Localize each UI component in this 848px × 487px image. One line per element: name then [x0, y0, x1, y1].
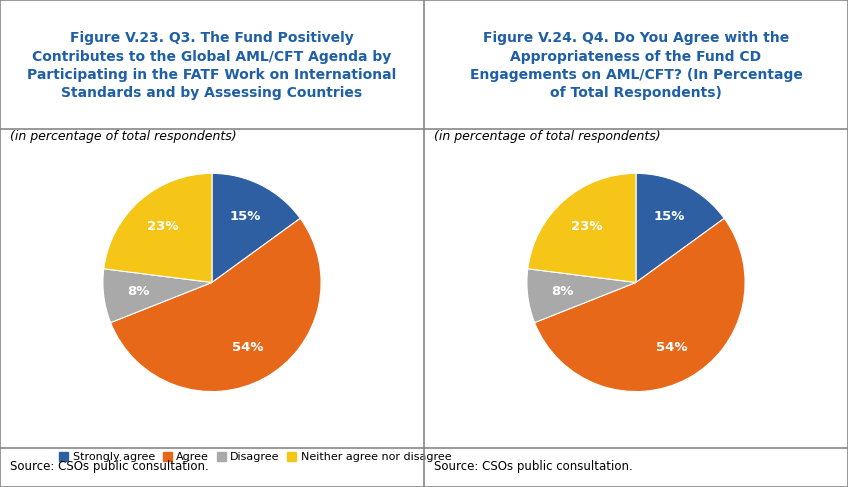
Text: Figure V.23. Q3. The Fund Positively
Contributes to the Global AML/CFT Agenda by: Figure V.23. Q3. The Fund Positively Con… — [27, 31, 397, 100]
Wedge shape — [527, 173, 636, 282]
Text: 54%: 54% — [656, 341, 688, 354]
Wedge shape — [110, 218, 321, 392]
Text: 15%: 15% — [654, 210, 685, 223]
Text: Source: CSOs public consultation.: Source: CSOs public consultation. — [10, 460, 209, 473]
Text: Figure V.24. Q4. Do You Agree with the
Appropriateness of the Fund CD
Engagement: Figure V.24. Q4. Do You Agree with the A… — [470, 31, 802, 100]
Wedge shape — [636, 173, 724, 282]
Wedge shape — [534, 218, 745, 392]
Text: 15%: 15% — [230, 210, 261, 223]
Text: (in percentage of total respondents): (in percentage of total respondents) — [434, 130, 661, 143]
Text: 54%: 54% — [232, 341, 264, 354]
Wedge shape — [103, 269, 212, 322]
Text: 23%: 23% — [572, 220, 603, 233]
Wedge shape — [527, 269, 636, 322]
Wedge shape — [212, 173, 300, 282]
Text: 23%: 23% — [148, 220, 179, 233]
Wedge shape — [103, 173, 212, 282]
Legend: Strongly agree, Agree, Disagree, Neither agree nor disagree: Strongly agree, Agree, Disagree, Neither… — [59, 452, 451, 462]
Text: 8%: 8% — [127, 285, 149, 298]
Text: Source: CSOs public consultation.: Source: CSOs public consultation. — [434, 460, 633, 473]
Text: 8%: 8% — [551, 285, 573, 298]
Text: (in percentage of total respondents): (in percentage of total respondents) — [10, 130, 237, 143]
